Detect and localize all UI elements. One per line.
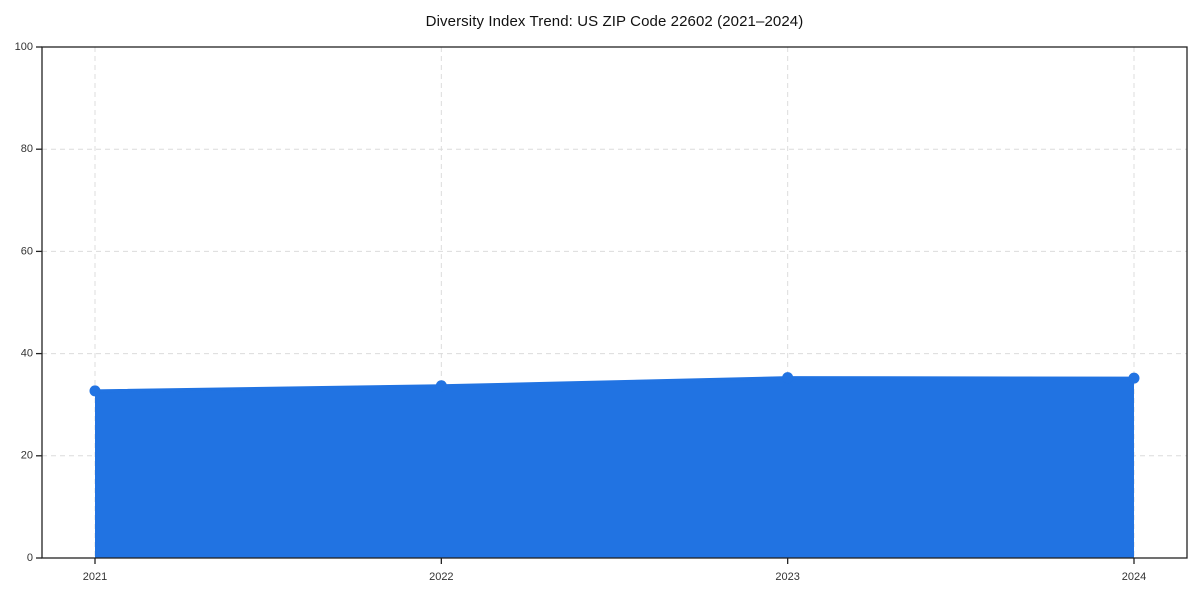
- y-tick-label: 20: [21, 450, 33, 462]
- area-fill: [95, 377, 1134, 558]
- y-tick-label: 40: [21, 348, 33, 360]
- x-tick-label: 2023: [775, 571, 799, 583]
- y-tick-label: 60: [21, 245, 33, 257]
- trend-line: [93, 376, 1136, 393]
- data-point-2023: [782, 372, 794, 384]
- y-tick-label: 100: [15, 41, 33, 53]
- y-tick-label: 80: [21, 143, 33, 155]
- x-tick-label: 2021: [83, 571, 107, 583]
- chart-title: Diversity Index Trend: US ZIP Code 22602…: [425, 13, 804, 30]
- data-point-2022: [435, 380, 447, 392]
- x-tick-label: 2022: [429, 571, 453, 583]
- x-tick-label: 2024: [1122, 571, 1146, 583]
- data-point-2024: [1128, 372, 1140, 384]
- y-tick-label: 0: [27, 552, 33, 564]
- plot-frame: [41, 46, 1188, 559]
- data-point-2021: [89, 385, 101, 397]
